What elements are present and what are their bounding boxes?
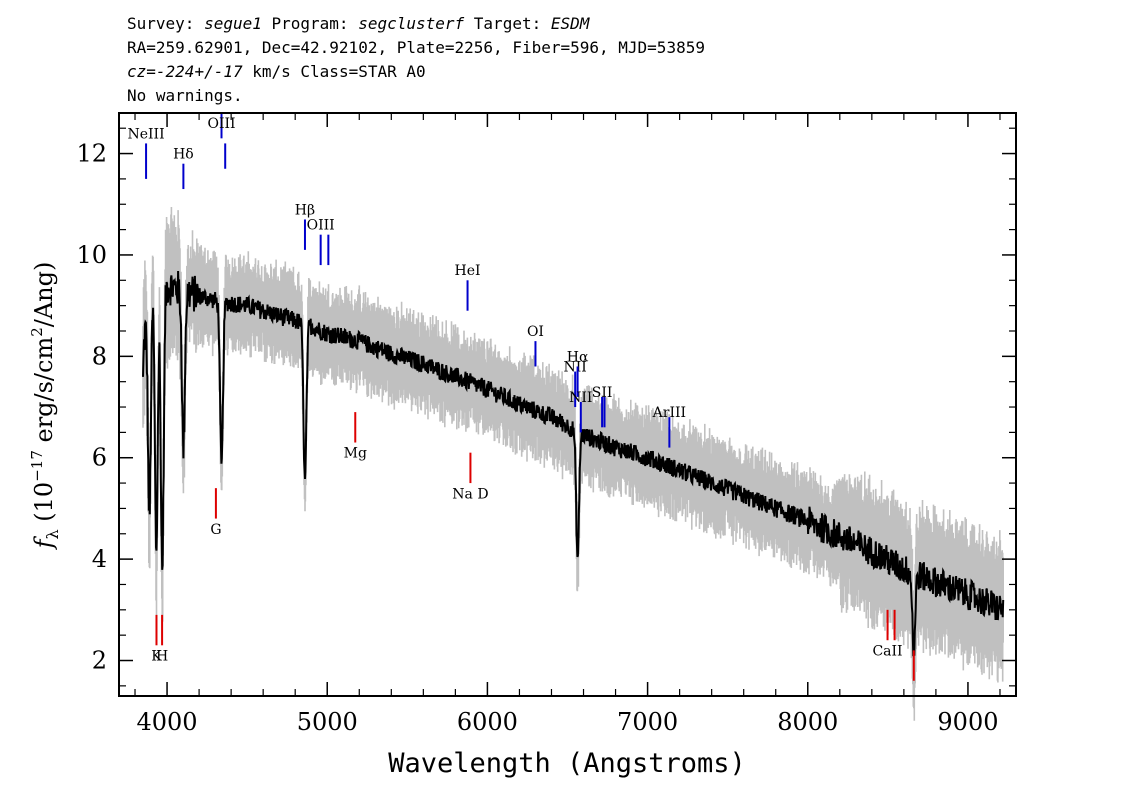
y-tick-label: 12: [76, 140, 107, 168]
line-label: Hδ: [173, 147, 194, 163]
header-line-2: RA=259.62901, Dec=42.92102, Plate=2256, …: [127, 38, 705, 57]
y-tick-label: 6: [92, 444, 107, 472]
x-tick-label: 5000: [297, 708, 358, 736]
line-label: OIII: [307, 218, 335, 234]
header-line-1: Survey: segue1 Program: segclusterf Targ…: [127, 14, 589, 34]
y-axis-label: fλ (10−17 erg/s/cm2/Ang): [28, 262, 62, 551]
flux-line: [142, 270, 1005, 657]
line-label: Hα: [567, 349, 589, 365]
header-line-4: No warnings.: [127, 86, 243, 105]
x-axis-label: Wavelength (Angstroms): [388, 748, 746, 779]
y-label-paren: (10: [30, 482, 58, 530]
y-label-units: erg/s/cm: [30, 337, 58, 451]
y-tick-label: 2: [92, 647, 107, 675]
line-label: CaII: [872, 643, 902, 659]
y-label-exponent: −17: [28, 450, 46, 482]
line-label: OIII: [207, 116, 235, 132]
cz-label: cz=: [127, 62, 156, 81]
y-label-square: 2: [28, 327, 46, 337]
x-tick-label: 4000: [137, 708, 198, 736]
survey-label: Survey:: [127, 14, 205, 33]
header-line-3: cz=-224+/-17 km/s Class=STAR A0: [127, 62, 426, 82]
line-label: NeIII: [127, 126, 164, 142]
y-tick-label: 10: [76, 241, 107, 269]
line-label: Hβ: [295, 202, 315, 218]
line-label: K: [151, 649, 162, 665]
class-text: km/s Class=STAR A0: [242, 62, 426, 81]
axis-ticks: 4000 5000 6000 7000 8000 9000 2 4 6 8 10 12: [76, 113, 1016, 736]
x-tick-label: 7000: [617, 708, 678, 736]
flux-series: [142, 270, 1005, 657]
line-label: ArIII: [652, 405, 686, 421]
line-label: Na D: [452, 486, 488, 502]
y-tick-label: 8: [92, 342, 107, 370]
program-label: Program:: [261, 14, 359, 33]
survey-value: segue1: [204, 14, 262, 33]
y-label-per-ang: /Ang): [30, 262, 58, 328]
x-tick-label: 9000: [937, 708, 998, 736]
line-label: HeI: [455, 263, 481, 279]
cz-value: -224+/-17: [155, 62, 243, 81]
program-value: segclusterf: [358, 14, 465, 33]
target-value: ESDM: [550, 14, 590, 33]
line-label: NII: [564, 360, 587, 376]
line-label: NII: [569, 390, 592, 406]
x-tick-label: 8000: [777, 708, 838, 736]
line-label: H: [156, 649, 168, 665]
plot-frame: [118, 112, 1017, 697]
y-label-lambda: λ: [43, 529, 62, 539]
x-tick-label: 6000: [457, 708, 518, 736]
y-tick-label: 4: [92, 545, 107, 573]
line-label: OI: [527, 324, 544, 340]
line-label: Mg: [344, 446, 367, 462]
target-label: Target:: [464, 14, 551, 33]
line-label: G: [210, 522, 221, 538]
line-label: SII: [592, 385, 613, 401]
